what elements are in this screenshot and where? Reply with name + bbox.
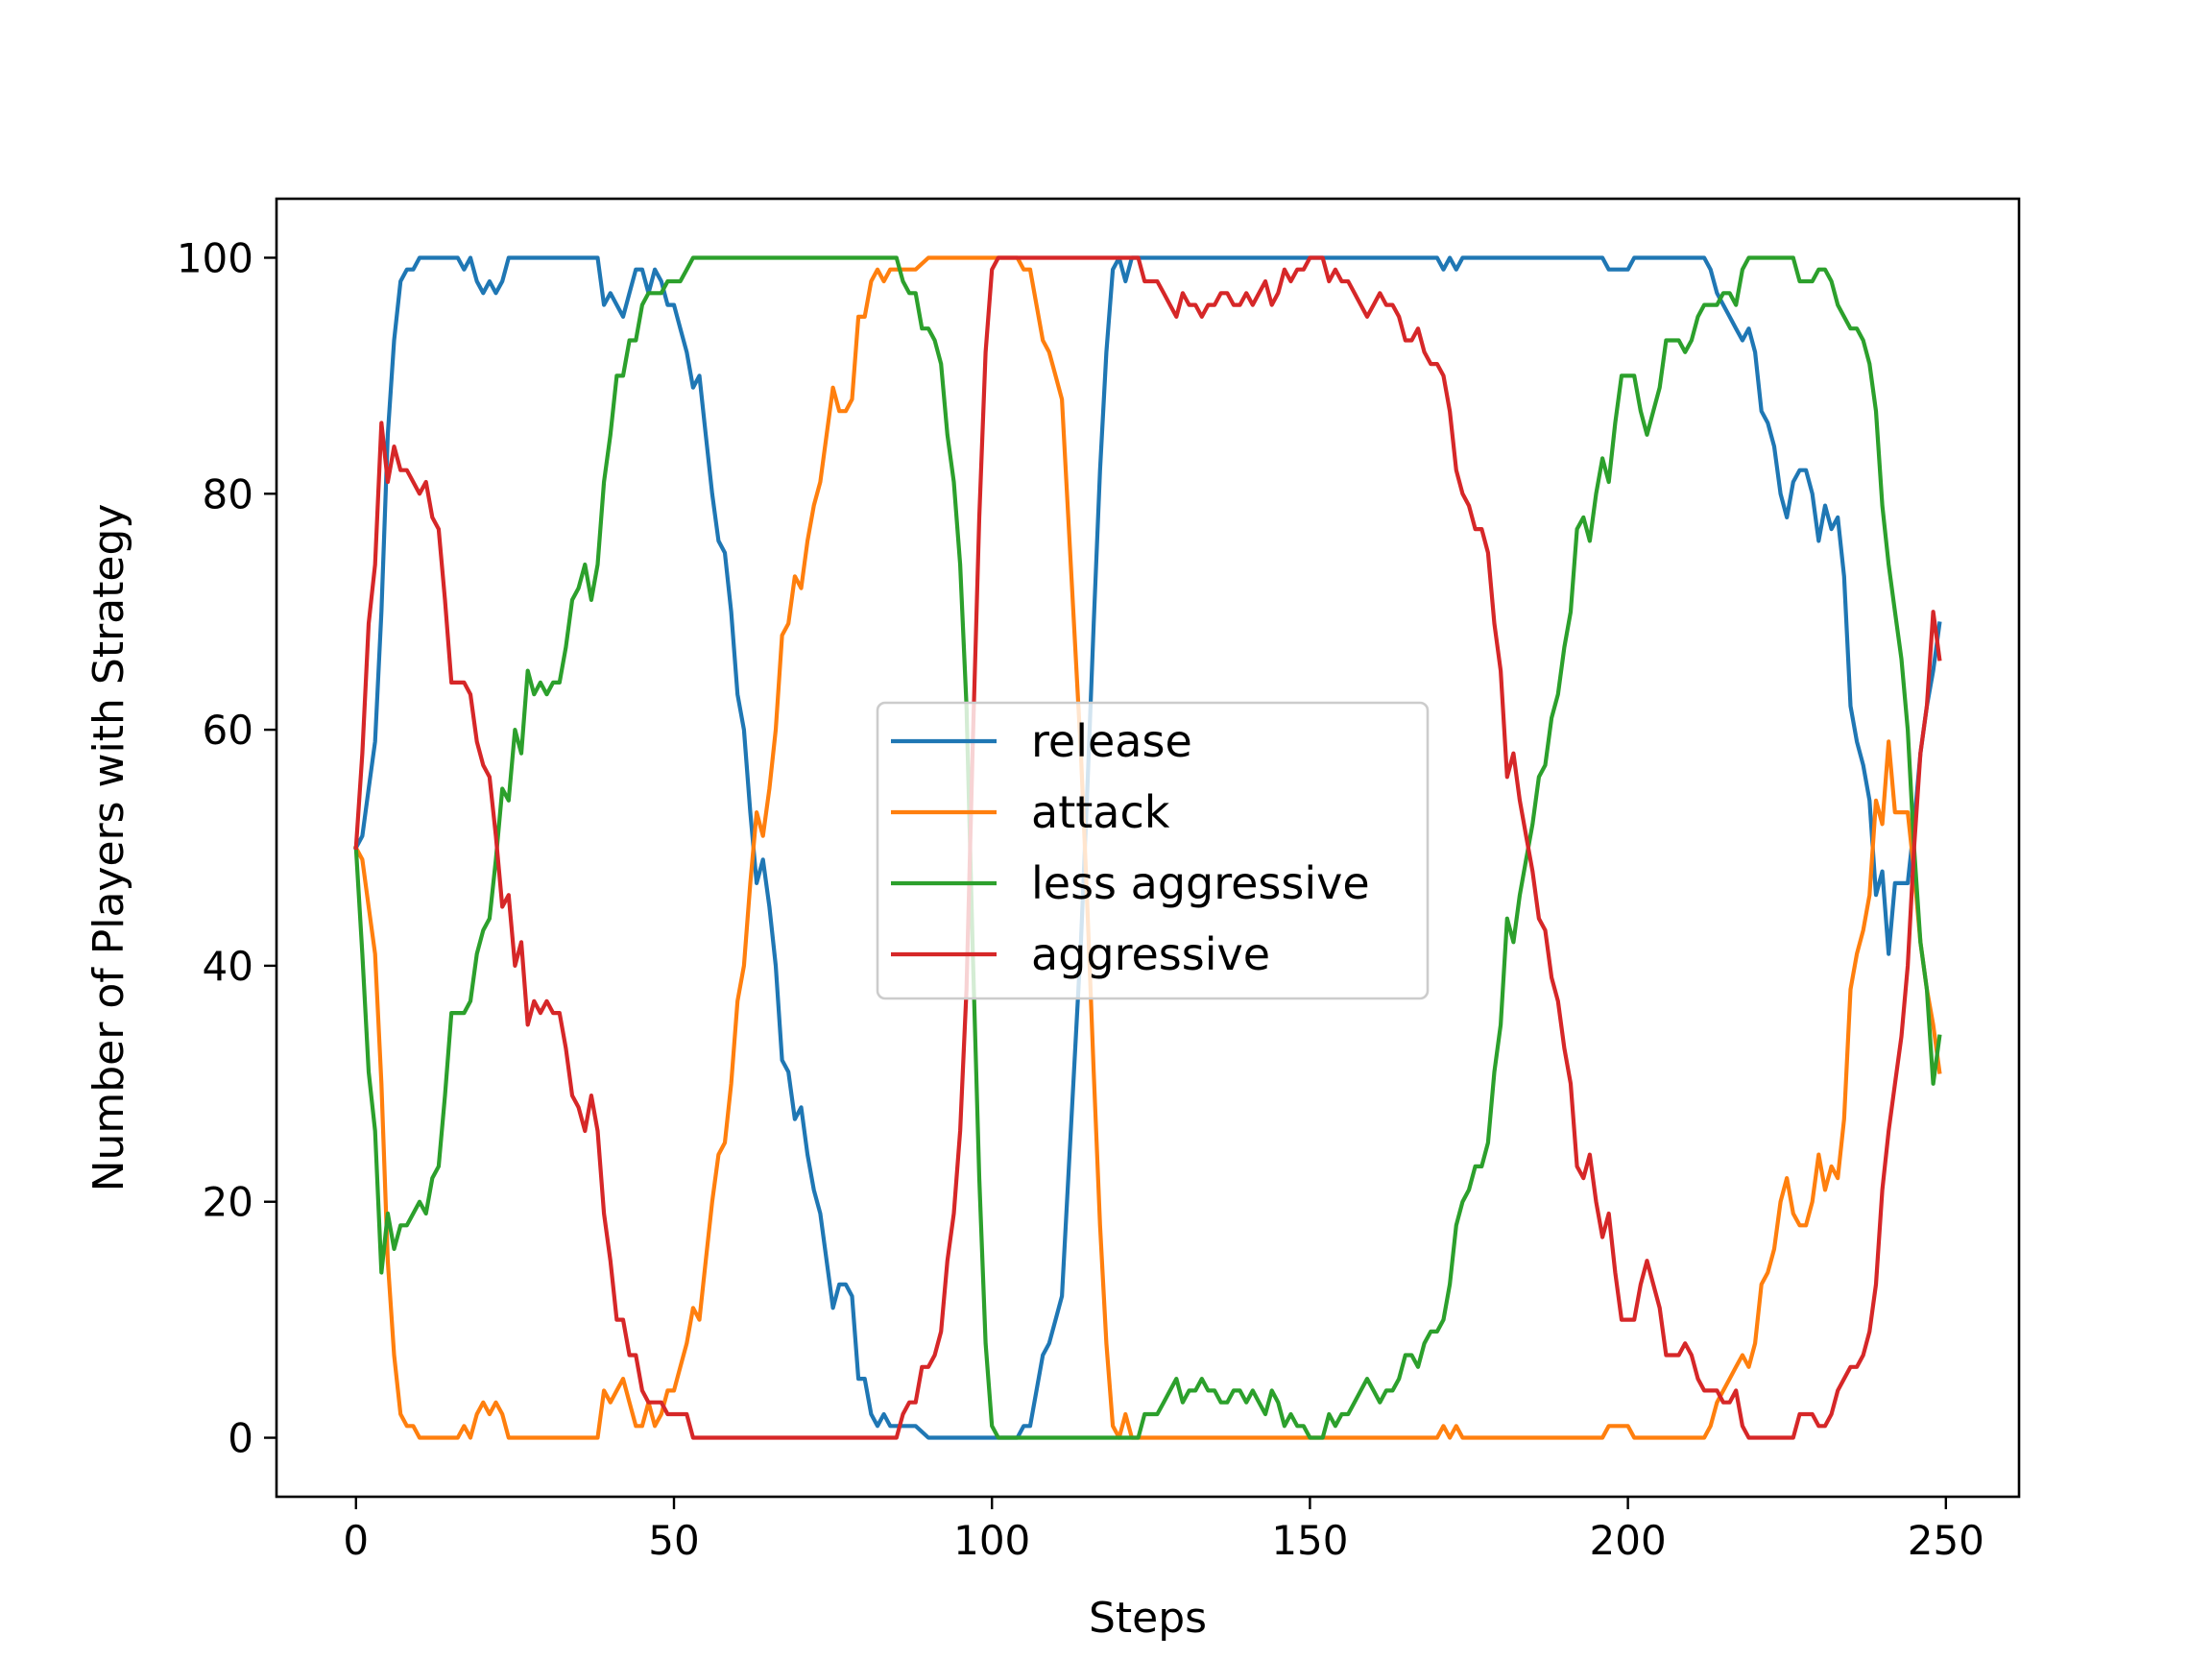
y-tick-label: 60	[203, 707, 253, 754]
legend-label: release	[1031, 715, 1192, 767]
legend-entries: release attack less aggressive aggressive	[891, 715, 1370, 980]
y-tick-label: 80	[203, 470, 253, 517]
y-tick-label: 20	[203, 1179, 253, 1226]
legend-box	[876, 701, 1430, 1000]
series-line-attack	[352, 255, 1942, 1440]
legend-label: attack	[1031, 786, 1170, 838]
x-tick-label: 50	[648, 1517, 699, 1564]
legend: release attack less aggressive aggressive	[876, 701, 1430, 1000]
x-axis-title: Steps	[1089, 1594, 1207, 1643]
x-tick-label: 100	[953, 1517, 1030, 1564]
series-line-aggressive	[353, 255, 1942, 1440]
x-axis-ticks: 0 50 100 150 200 250	[343, 1497, 1984, 1564]
series-line-release	[352, 255, 1942, 1440]
legend-label: aggressive	[1031, 928, 1270, 980]
legend-label: less aggressive	[1031, 857, 1370, 909]
y-axis-title: Number of Players with Strategy	[84, 504, 133, 1192]
x-tick-label: 150	[1271, 1517, 1348, 1564]
series-line-less-aggressive	[353, 255, 1942, 1440]
y-tick-label: 100	[177, 234, 253, 281]
x-tick-label: 0	[343, 1517, 369, 1564]
y-axis-ticks: 0 20 40 60 80 100	[177, 234, 276, 1462]
y-tick-label: 0	[228, 1415, 253, 1462]
y-tick-label: 40	[203, 943, 253, 990]
x-tick-label: 200	[1590, 1517, 1667, 1564]
x-tick-label: 250	[1908, 1517, 1984, 1564]
plot-area-frame	[275, 197, 2021, 1499]
plot-lines	[352, 255, 1942, 1440]
